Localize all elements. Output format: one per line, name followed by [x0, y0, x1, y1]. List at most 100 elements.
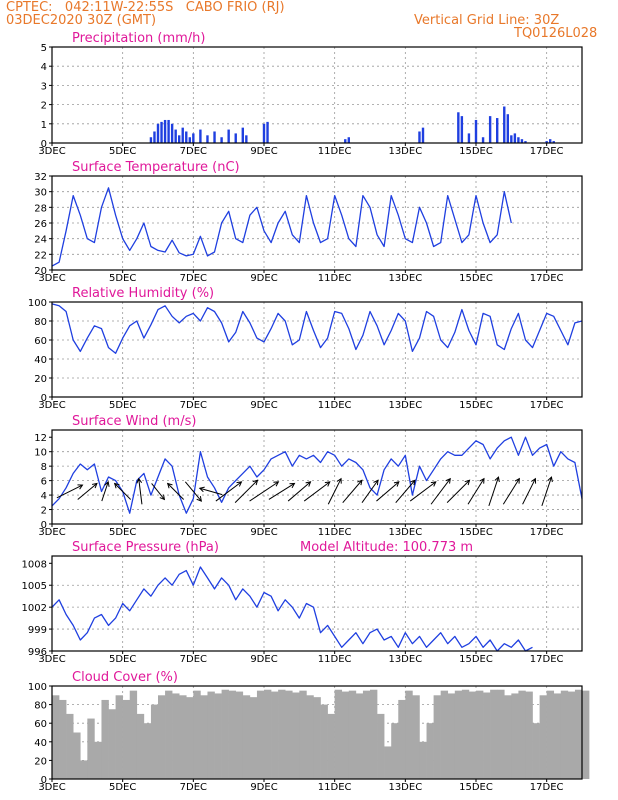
x-tick-label: 9DEC — [250, 654, 277, 665]
wind-arrow-shaft — [522, 478, 536, 505]
model-header: TQ0126L028 — [514, 26, 598, 41]
wind-arrow — [430, 477, 451, 505]
wind-arrow-shaft — [101, 481, 109, 502]
cloud-bar — [582, 690, 590, 779]
precip-bar — [467, 133, 471, 143]
y-tick-label: 60 — [34, 719, 47, 730]
x-tick-label: 9DEC — [250, 527, 277, 538]
y-tick-label: 100 — [28, 682, 47, 693]
y-tick-label: 1005 — [22, 581, 47, 592]
cloud-bar — [122, 699, 131, 779]
x-tick-label: 7DEC — [180, 146, 207, 157]
panel-frame — [51, 46, 583, 144]
wind-arrow-head — [393, 481, 400, 487]
wind-arrow-shaft — [502, 478, 520, 505]
x-tick-label: 11DEC — [318, 400, 352, 411]
precip-bar — [524, 141, 527, 143]
wind-arrow-head — [196, 496, 203, 502]
precip-bar — [517, 137, 520, 143]
wind-arrow-head — [113, 482, 120, 489]
precip-bar — [421, 127, 425, 143]
wind-arrow-head — [464, 479, 471, 486]
precip-bar — [510, 135, 513, 143]
y-tick-label: 32 — [34, 172, 47, 183]
x-tick-label: 15DEC — [459, 400, 493, 411]
series-line — [51, 303, 583, 354]
wind-arrow-head — [91, 482, 98, 489]
panel-5: 0 20 40 60 80 100 3DEC 5DEC 7DEC 9DEC 11DEC 13DEC 15… — [28, 670, 590, 793]
cloud-bar — [468, 691, 477, 779]
x-tick-label: 3DEC — [38, 782, 65, 793]
x-tick-label: 11DEC — [318, 146, 352, 157]
wind-arrow-shaft — [199, 487, 223, 496]
station-header: CPTEC: 042:11W-22:55S CABO FRIO (RJ) — [6, 0, 285, 15]
wind-arrow-shaft — [151, 483, 165, 500]
x-tick-label: 17DEC — [530, 273, 564, 284]
cloud-bar — [518, 690, 526, 779]
cloud-bar — [200, 695, 208, 779]
cloud-bar — [525, 691, 533, 779]
y-tick-label: 1008 — [22, 559, 47, 570]
cloud-bar — [341, 691, 350, 779]
wind-arrow-shaft — [303, 481, 331, 502]
y-tick-label: 30 — [34, 188, 47, 199]
cloud-bar — [483, 692, 491, 779]
panel-3: 0 2 4 6 8 10 12 3DEC 5DEC 7DEC 9DEC 11DEC 13DEC 15DEC… — [34, 414, 583, 538]
cloud-bar — [108, 709, 116, 779]
cloud-bar — [398, 699, 406, 779]
wind-arrow-shaft — [184, 481, 202, 502]
precip-bar — [163, 119, 167, 143]
y-tick-label: 1002 — [22, 603, 47, 614]
wind-arrow-shaft — [215, 481, 242, 502]
precip-bar — [178, 135, 181, 143]
precip-bar — [266, 121, 269, 143]
wind-arrow — [151, 483, 166, 501]
cloud-bar — [299, 690, 307, 779]
panel-frame — [51, 301, 583, 398]
cloud-bar — [158, 695, 166, 779]
cloud-bar — [497, 689, 505, 779]
wind-arrow — [249, 481, 280, 502]
precip-bar — [167, 119, 170, 143]
panel-title: Surface Pressure (hPa) — [72, 540, 219, 555]
wind-arrow — [215, 481, 243, 502]
cloud-bar — [271, 691, 279, 779]
wind-arrow — [287, 481, 312, 502]
cloud-bar — [73, 732, 81, 779]
precip-bar — [506, 114, 509, 143]
cloud-bar — [214, 693, 222, 779]
cloud-bar — [560, 690, 569, 779]
wind-arrow — [342, 479, 363, 503]
wind-arrow — [327, 477, 342, 505]
y-tick-label: 2 — [41, 506, 47, 517]
cloud-bar — [412, 695, 420, 779]
wind-arrow — [467, 477, 485, 505]
wind-arrow-shaft — [342, 479, 363, 503]
cloud-bar — [313, 697, 321, 779]
x-tick-label: 17DEC — [530, 654, 564, 665]
y-tick-label: 0 — [41, 393, 47, 404]
panel-title: Relative Humidity (%) — [72, 286, 214, 301]
y-tick-label: 5 — [41, 43, 47, 54]
cloud-bar — [461, 689, 470, 779]
x-tick-label: 5DEC — [109, 146, 136, 157]
cloud-bar — [490, 689, 498, 779]
x-tick-label: 11DEC — [318, 654, 352, 665]
cloud-bar — [249, 697, 258, 779]
precip-bar — [347, 137, 350, 143]
wind-arrow — [198, 486, 223, 496]
x-tick-label: 3DEC — [38, 654, 65, 665]
x-tick-label: 13DEC — [388, 146, 422, 157]
wind-arrow-head — [357, 479, 363, 486]
wind-arrow-shaft — [234, 479, 258, 504]
precip-bar — [174, 129, 177, 143]
x-tick-label: 11DEC — [318, 782, 352, 793]
precip-bar — [457, 112, 460, 143]
date-header: 03DEC2020 30Z (GMT) — [6, 13, 157, 28]
cloud-bar — [235, 691, 244, 779]
cloud-bar — [150, 704, 159, 779]
y-tick-label: 24 — [34, 235, 47, 246]
y-tick-label: 996 — [28, 647, 47, 658]
series-line — [51, 566, 533, 652]
